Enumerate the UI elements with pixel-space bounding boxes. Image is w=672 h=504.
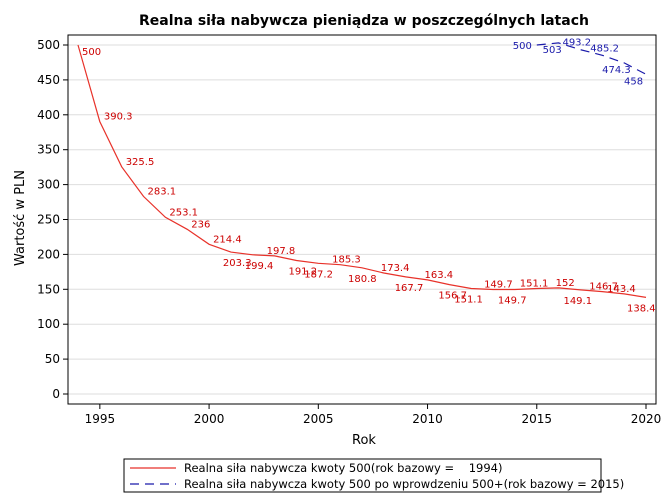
data-label-red-9: 197.8 [267, 246, 296, 257]
y-tick-label-9: 450 [37, 73, 60, 87]
data-label-red-12: 185.3 [332, 255, 361, 266]
data-label-red-5: 236 [191, 219, 210, 230]
data-label-red-10: 191.2 [288, 267, 317, 278]
x-tick-label-1: 2000 [194, 412, 225, 426]
data-label-blue-4: 474.3 [602, 65, 631, 76]
data-label-blue-5: 458 [624, 76, 643, 87]
y-axis: 0 50 100 150 200 250 300 350 400 450 500 [37, 38, 68, 401]
series-line-0 [77, 44, 647, 298]
data-label-red-26: 138.4 [627, 303, 656, 314]
data-label-red-17: 156.7 [438, 291, 467, 302]
data-label-blue-0: 500 [513, 41, 532, 52]
data-label-red-13: 180.8 [348, 274, 377, 285]
y-axis-label: Wartość w PLN [13, 170, 28, 266]
data-label-red-8: 199.4 [245, 261, 274, 272]
data-label-red-2: 325.5 [126, 157, 155, 168]
series-line-1 [536, 42, 647, 75]
data-label-red-7: 203.3 [223, 258, 252, 269]
legend-label-0: Realna siła nabywcza kwoty 500(rok bazow… [184, 461, 502, 475]
y-tick-label-1: 50 [45, 352, 60, 366]
y-tick-label-6: 300 [37, 178, 60, 192]
y-tick-label-3: 150 [37, 282, 60, 296]
y-tick-label-8: 400 [37, 108, 60, 122]
data-label-red-1: 390.3 [104, 112, 133, 123]
x-tick-label-3: 2010 [412, 412, 443, 426]
legend-box [123, 458, 602, 493]
data-label-red-24: 146.7 [589, 282, 618, 293]
x-axis-label: Rok [352, 433, 376, 448]
x-tick-label-5: 2020 [631, 412, 662, 426]
data-label-red-14: 173.4 [381, 263, 410, 274]
data-label-red-11: 187.2 [304, 269, 333, 280]
x-tick-label-2: 2005 [303, 412, 334, 426]
data-label-red-4: 253.1 [169, 207, 198, 218]
chart-title: Realna siła nabywcza pieniądza w poszcze… [139, 13, 589, 29]
data-label-red-15: 167.7 [395, 283, 424, 294]
data-label-red-25: 143.4 [607, 284, 636, 295]
data-label-red-6: 214.4 [213, 234, 242, 245]
legend-label-1: Realna siła nabywcza kwoty 500 po wprowd… [184, 477, 624, 491]
x-axis: 1995 2000 2005 2010 2015 2020 [85, 404, 662, 426]
data-label-red-16: 163.4 [425, 270, 454, 281]
x-tick-label-4: 2015 [521, 412, 552, 426]
data-label-blue-2: 493.2 [562, 38, 591, 49]
data-label-blue-1: 503 [543, 45, 562, 56]
data-label-blue-3: 485.2 [590, 43, 619, 54]
y-tick-label-0: 0 [52, 387, 60, 401]
y-tick-label-5: 250 [37, 213, 60, 227]
data-label-red-18: 151.1 [454, 295, 483, 306]
y-tick-label-10: 500 [37, 38, 60, 52]
y-tick-label-4: 200 [37, 247, 60, 261]
data-label-red-3: 283.1 [148, 186, 177, 197]
data-label-red-20: 149.7 [498, 296, 527, 307]
data-label-red-21: 151.1 [520, 279, 549, 290]
x-tick-label-0: 1995 [85, 412, 116, 426]
series-group [77, 42, 647, 298]
legend: Realna siła nabywcza kwoty 500(rok bazow… [123, 458, 624, 493]
data-label-red-23: 149.1 [563, 296, 592, 307]
y-tick-label-7: 350 [37, 143, 60, 157]
grid [68, 44, 656, 395]
y-tick-label-2: 100 [37, 317, 60, 331]
data-label-red-19: 149.7 [484, 280, 513, 291]
data-label-red-0: 500 [82, 47, 101, 58]
data-label-red-22: 152 [556, 278, 575, 289]
